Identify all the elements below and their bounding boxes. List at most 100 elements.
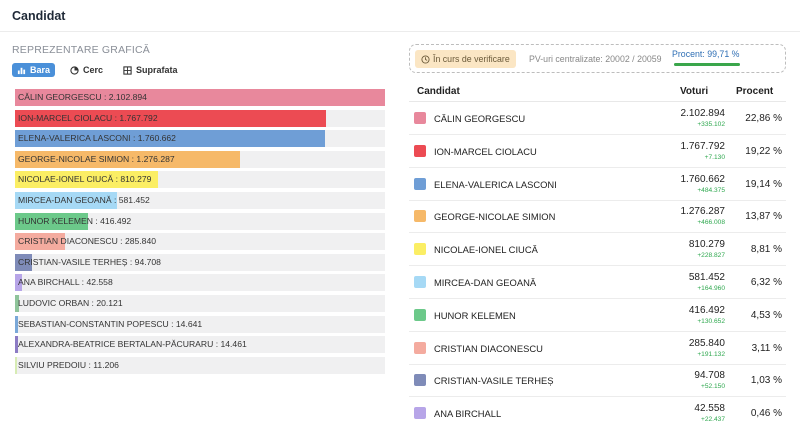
bar-track: ELENA-VALERICA LASCONI : 1.760.662: [15, 130, 385, 148]
vote-delta: +191.132: [697, 350, 725, 358]
progress-track: [674, 63, 740, 66]
bar-label: LUDOVIC ORBAN : 20.121: [18, 298, 123, 308]
table-row[interactable]: NICOLAE-IONEL CIUCĂ 810.279 +228.827 8,81 %: [409, 233, 786, 267]
table-row[interactable]: GEORGE-NICOLAE SIMION 1.276.287 +466.008 13…: [409, 200, 786, 234]
table-row[interactable]: CRISTIAN-VASILE TERHEȘ 94.708 +52.150 1,03 …: [409, 364, 786, 398]
candidate-name: ION-MARCEL CIOLACU: [434, 145, 537, 157]
vote-count: 2.102.894: [680, 108, 726, 119]
color-swatch: [414, 177, 426, 190]
vote-count: 581.452: [688, 272, 725, 283]
bar-track: CĂLIN GEORGESCU : 2.102.894: [15, 89, 385, 106]
candidate-name: CRISTIAN-VASILE TERHEȘ: [434, 375, 554, 387]
table-row[interactable]: CĂLIN GEORGESCU 2.102.894 +335.102 22,86 %: [409, 102, 786, 135]
candidate-name: CĂLIN GEORGESCU: [434, 113, 526, 124]
vote-count: 810.279: [688, 239, 725, 251]
bar[interactable]: [15, 150, 240, 168]
vote-delta: +22.437: [700, 416, 725, 424]
header-percent: Procent: [736, 86, 774, 97]
color-swatch: [414, 341, 426, 354]
vote-percent: 22,86 %: [745, 113, 782, 124]
clock-icon: [421, 54, 430, 64]
vote-delta: +52.150: [700, 383, 725, 391]
color-swatch: [414, 374, 426, 387]
vote-percent: 4,53 %: [750, 309, 782, 321]
vote-count: 1.276.287: [680, 206, 726, 218]
bar[interactable]: [15, 171, 158, 189]
vote-delta: +7.130: [704, 153, 725, 161]
bar-track: CRISTIAN-VASILE TERHEȘ : 94.708: [15, 253, 385, 271]
bar-label: NICOLAE-IONEL CIUCĂ : 810.279: [18, 174, 152, 185]
vote-percent: 3,11 %: [751, 342, 782, 354]
candidate-name: HUNOR KELEMEN: [434, 309, 516, 321]
bar[interactable]: [15, 336, 18, 354]
bar[interactable]: [15, 233, 66, 251]
color-swatch: [414, 144, 426, 157]
bar[interactable]: [15, 192, 118, 209]
header-candidate: Candidat: [417, 86, 460, 97]
bar-label: CRISTIAN-VASILE TERHEȘ : 94.708: [18, 256, 161, 267]
vote-percent: 19,22 %: [745, 145, 782, 157]
vote-percent: 6,32 %: [750, 277, 782, 288]
color-swatch: [414, 407, 426, 420]
bar-label: SILVIU PREDOIU : 11.206: [18, 359, 119, 370]
table-row[interactable]: ION-MARCEL CIOLACU 1.767.792 +7.130 19,22 %: [409, 135, 786, 168]
bar[interactable]: [15, 356, 17, 374]
tab-label: Bara: [30, 65, 51, 75]
page-title: Candidat: [12, 9, 66, 23]
tab-cerc[interactable]: Cerc: [65, 63, 108, 77]
bar[interactable]: [15, 295, 19, 312]
chart-panel: REPREZENTARE GRAFICĂ Bara Cerc Suprafata: [12, 44, 388, 78]
table-header: Candidat Voturi Procent: [409, 80, 786, 102]
bar-label: MIRCEA-DAN GEOANĂ : 581.452: [18, 195, 150, 205]
percent-label: Procent: 99,71 %: [672, 49, 740, 59]
bar[interactable]: [15, 89, 385, 106]
verification-badge: În curs de verificare: [415, 50, 516, 68]
tab-bara[interactable]: Bara: [12, 63, 56, 77]
color-swatch: [414, 112, 426, 124]
bar[interactable]: [15, 109, 327, 127]
bar-label: ELENA-VALERICA LASCONI : 1.760.662: [18, 133, 176, 144]
pv-counter: PV-uri centralizate: 20002 / 20059: [529, 54, 662, 64]
vote-count: 1.767.792: [680, 140, 726, 152]
table-row[interactable]: ANA BIRCHALL 42.558 +22.437 0,46 %: [409, 397, 786, 424]
bar[interactable]: [15, 253, 32, 271]
vote-delta: +164.960: [697, 285, 725, 292]
bar-label: ANA BIRCHALL : 42.558: [18, 277, 113, 288]
vote-percent: 13,87 %: [745, 211, 782, 223]
bar[interactable]: [15, 130, 325, 148]
vote-delta: +484.375: [697, 186, 725, 194]
table-row[interactable]: HUNOR KELEMEN 416.492 +130.652 4,53 %: [409, 299, 786, 332]
tab-suprafata[interactable]: Suprafata: [118, 63, 183, 77]
chart-type-tabs: Bara Cerc Suprafata: [12, 62, 388, 78]
color-swatch: [414, 210, 426, 223]
pie-chart-icon: [70, 65, 79, 75]
vote-count: 1.760.662: [680, 173, 726, 185]
candidate-name: GEORGE-NICOLAE SIMION: [434, 211, 556, 223]
vote-count: 94.708: [694, 370, 725, 382]
bar-label: HUNOR KELEMEN : 416.492: [18, 215, 132, 226]
bar-label: GEORGE-NICOLAE SIMION : 1.276.287: [18, 153, 175, 164]
table-row[interactable]: CRISTIAN DIACONESCU 285.840 +191.132 3,11 %: [409, 332, 786, 365]
bar-track: NICOLAE-IONEL CIUCĂ : 810.279: [15, 171, 385, 189]
verification-label: În curs de verificare: [433, 54, 510, 64]
vote-percent: 19,14 %: [745, 178, 782, 190]
bar-chart-icon: [17, 67, 26, 74]
bar-track: HUNOR KELEMEN : 416.492: [15, 212, 385, 230]
bar[interactable]: [15, 212, 89, 230]
vote-count: 42.558: [694, 403, 725, 415]
status-bar: În curs de verificare PV-uri centralizat…: [409, 44, 786, 73]
candidate-name: ELENA-VALERICA LASCONI: [434, 178, 557, 190]
table-row[interactable]: ELENA-VALERICA LASCONI 1.760.662 +484.375 1…: [409, 168, 786, 201]
candidate-name: NICOLAE-IONEL CIUCĂ: [434, 244, 538, 256]
vote-delta: +130.652: [697, 317, 725, 325]
color-swatch: [414, 308, 426, 321]
table-row[interactable]: MIRCEA-DAN GEOANĂ 581.452 +164.960 6,32 %: [409, 266, 786, 299]
bar[interactable]: [15, 274, 23, 292]
bar[interactable]: [15, 315, 18, 333]
bar-label: ION-MARCEL CIOLACU : 1.767.792: [18, 112, 158, 123]
candidate-name: ANA BIRCHALL: [434, 408, 502, 420]
vote-delta: +335.102: [697, 121, 725, 128]
candidate-name: MIRCEA-DAN GEOANĂ: [434, 277, 537, 288]
bar-track: ION-MARCEL CIOLACU : 1.767.792: [15, 109, 385, 127]
vote-percent: 8,81 %: [750, 244, 782, 256]
